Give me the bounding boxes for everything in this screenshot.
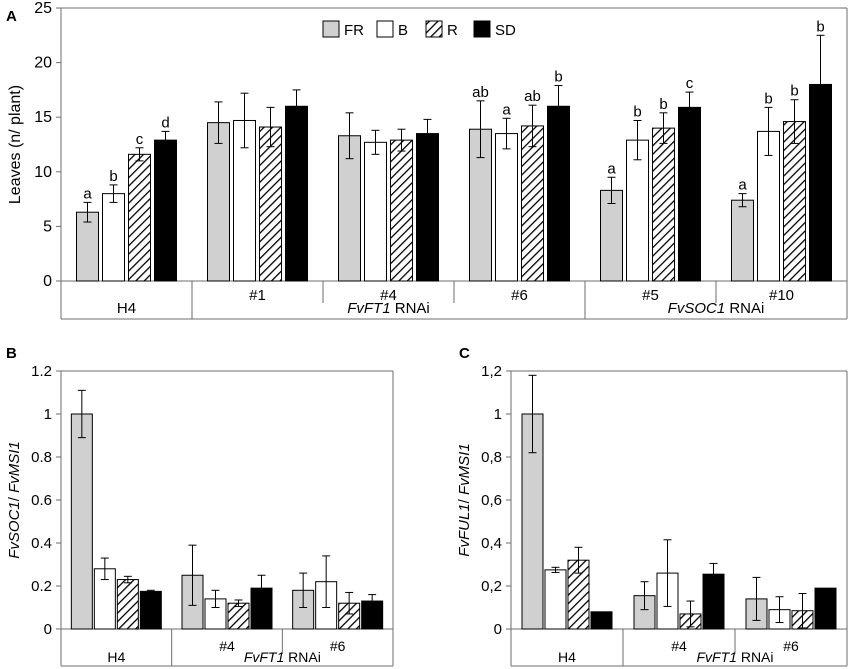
legend-label: SD	[495, 22, 516, 39]
y-tick-label: 1,2	[481, 363, 502, 380]
y-tick-label: 5	[43, 218, 52, 235]
significance-letter: b	[659, 96, 667, 113]
bar-fr	[70, 413, 93, 630]
category-label: #4	[380, 287, 397, 304]
category-label: #6	[330, 638, 346, 654]
bar-sd	[285, 105, 308, 282]
y-axis-label: FvSOC1/ FvMSI1	[6, 441, 23, 559]
bar-b	[544, 569, 567, 630]
bar-r	[390, 139, 413, 282]
significance-letter: a	[83, 185, 92, 202]
category-label: #4	[219, 638, 235, 654]
category-label: #10	[769, 287, 794, 304]
y-tick-label: 15	[34, 109, 52, 126]
group-label: FvFT1 RNAi	[696, 649, 773, 665]
significance-letter: ab	[524, 88, 541, 105]
y-axis-label: FvFUL1/ FvMSI1	[456, 443, 473, 556]
category-label: #1	[249, 287, 266, 304]
y-tick-label: 1	[494, 406, 502, 423]
category-label: #6	[783, 638, 799, 654]
y-tick-label: 0.4	[31, 535, 52, 552]
y-axis-label: Leaves (n/ plant)	[7, 85, 24, 204]
significance-letter: a	[738, 177, 747, 194]
panel-label: C	[459, 345, 470, 362]
y-tick-label: 0.6	[31, 492, 52, 509]
bar-sd	[416, 133, 439, 282]
legend-label: B	[398, 22, 408, 39]
bar-r	[521, 125, 544, 282]
y-tick-label: 0.2	[31, 578, 52, 595]
group-label: FvSOC1 RNAi	[668, 300, 765, 317]
y-tick-label: 0	[43, 273, 52, 290]
y-tick-label: 10	[34, 164, 52, 181]
y-tick-label: 0,4	[481, 535, 502, 552]
category-label: #5	[642, 287, 659, 304]
y-tick-label: 0	[44, 621, 52, 638]
y-tick-label: 20	[34, 55, 52, 72]
bar-r	[227, 602, 250, 630]
bar-sd	[590, 611, 613, 630]
group-label: FvFT1 RNAi	[244, 649, 321, 665]
significance-letter: d	[161, 114, 169, 131]
bar-sd	[678, 106, 701, 282]
legend-swatch-b	[376, 20, 394, 38]
bar-b	[626, 139, 649, 282]
significance-letter: b	[554, 69, 562, 86]
bar-b	[495, 133, 518, 282]
bar-r	[259, 126, 282, 282]
y-tick-label: 0,8	[481, 449, 502, 466]
bar-sd	[154, 139, 177, 282]
legend: FR B R SD	[322, 20, 516, 39]
significance-letter: b	[790, 83, 798, 100]
significance-letter: b	[109, 168, 117, 185]
bar-sd	[139, 590, 162, 630]
legend-swatch-fr	[322, 20, 340, 38]
panel-a-chart: A 0 5 10 15 20 25 Leaves (n/ plant) H4 #1 #4 #6 #5 #1…	[6, 0, 848, 320]
panel-b-chart: B 0 0.2 0.4 0.6 0.8 1 1.2 FvSOC1/ FvMSI1 H4 #4 #6 Fv…	[6, 345, 394, 667]
significance-letter: b	[816, 18, 824, 35]
bar-b	[102, 193, 125, 282]
y-tick-label: 1	[44, 406, 52, 423]
significance-letter: b	[633, 103, 641, 120]
panel-label: B	[6, 345, 17, 362]
panel-label: A	[6, 8, 17, 25]
bar-sd	[547, 105, 570, 282]
significance-letter: a	[502, 101, 511, 118]
significance-letter: c	[136, 131, 144, 148]
y-tick-label: 0,2	[481, 578, 502, 595]
y-tick-label: 0.8	[31, 449, 52, 466]
bar-r	[783, 121, 806, 282]
significance-letter: c	[686, 75, 694, 92]
y-tick-label: 1.2	[31, 363, 52, 380]
legend-label: FR	[344, 22, 364, 39]
bar-b	[364, 141, 387, 282]
bar-r	[128, 153, 151, 282]
legend-swatch-sd	[473, 20, 491, 38]
significance-letter: b	[764, 90, 772, 107]
category-label: H4	[117, 300, 136, 317]
bar-r	[116, 579, 139, 630]
bar-sd	[814, 587, 837, 630]
panel-c-chart: C 0 0,2 0,4 0,6 0,8 1 1,2 FvFUL1/ FvMSI1 H4 #4 #6 Fv…	[456, 345, 848, 667]
legend-label: R	[447, 22, 458, 39]
category-label: H4	[107, 649, 125, 665]
y-tick-label: 25	[34, 0, 52, 17]
bar-fr	[731, 199, 754, 282]
significance-letter: ab	[472, 84, 489, 101]
category-label: #4	[671, 638, 687, 654]
category-label: #6	[511, 287, 528, 304]
group-label: FvFT1 RNAi	[347, 300, 430, 317]
bar-r	[652, 127, 675, 282]
legend-swatch-r	[425, 20, 443, 38]
significance-letter: a	[607, 160, 616, 177]
bar-fr	[207, 122, 230, 282]
y-tick-label: 0	[494, 621, 502, 638]
category-label: H4	[558, 649, 576, 665]
y-tick-label: 0,6	[481, 492, 502, 509]
